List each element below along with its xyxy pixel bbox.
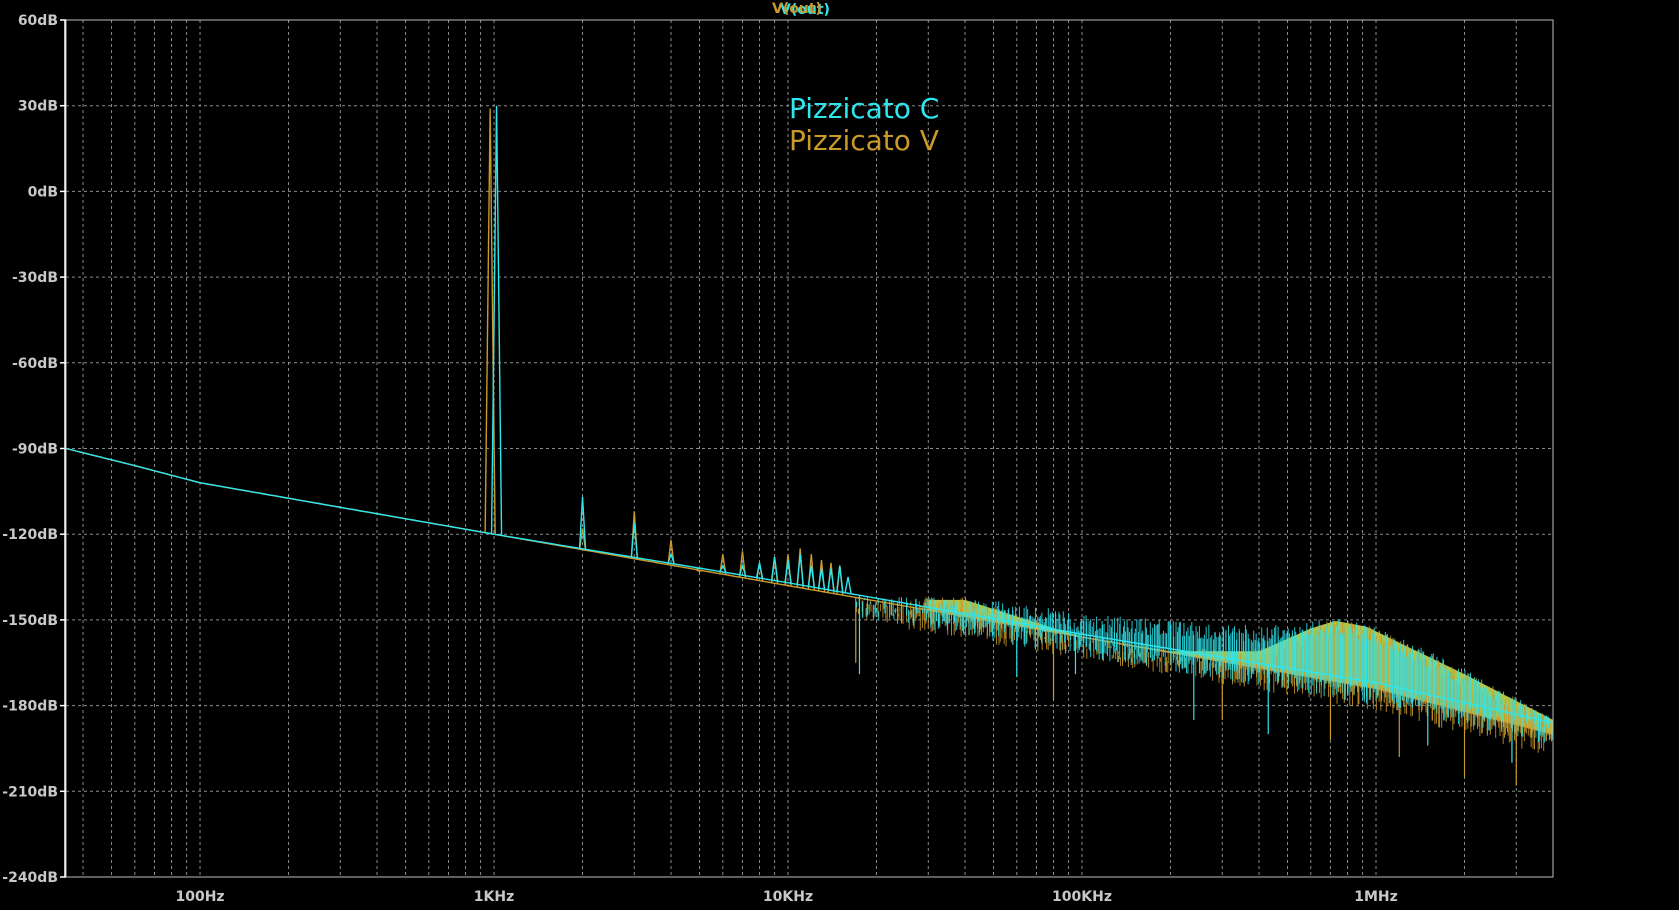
- legend-annotations: Pizzicato C Pizzicato V: [789, 92, 939, 157]
- peak-c: [796, 554, 804, 585]
- peak-c: [667, 551, 675, 564]
- trace-titles: V(out) V(out): [772, 1, 830, 18]
- peak-c: [784, 559, 792, 583]
- y-tick-label: -150dB: [2, 613, 58, 629]
- peak-v: [696, 569, 703, 573]
- y-tick-label: -60dB: [12, 356, 58, 372]
- y-tick-label: 0dB: [28, 184, 58, 200]
- y-tick-label: -180dB: [2, 699, 58, 715]
- peak-c: [770, 556, 779, 581]
- y-tick-label: -210dB: [2, 784, 58, 800]
- annotation-pizzicato-c: Pizzicato C: [789, 92, 939, 125]
- y-tick-label: -90dB: [12, 442, 58, 458]
- x-tick-label: 100Hz: [175, 889, 224, 905]
- series-traces: [65, 105, 1554, 786]
- peak-v: [667, 539, 675, 566]
- peak-c: [738, 563, 747, 576]
- x-tick-label: 10KHz: [763, 889, 813, 905]
- x-tick-label: 1KHz: [474, 889, 514, 905]
- peak-c: [490, 105, 503, 535]
- peak-c: [578, 497, 587, 549]
- trace-title-c[interactable]: V(out): [780, 2, 830, 18]
- x-tick-label: 100KHz: [1052, 889, 1112, 905]
- y-tick-label: -240dB: [2, 870, 58, 886]
- y-tick-label: -30dB: [12, 270, 58, 286]
- peak-c: [827, 568, 835, 591]
- peak-c: [844, 576, 852, 594]
- x-tick-label: 1MHz: [1354, 889, 1398, 905]
- y-tick-label: 60dB: [18, 13, 58, 29]
- peak-c: [719, 563, 727, 573]
- peak-c: [817, 568, 826, 589]
- y-tick-label: -120dB: [2, 527, 58, 543]
- annotation-pizzicato-v: Pizzicato V: [789, 124, 939, 157]
- peak-v: [719, 554, 727, 575]
- peak-v: [738, 551, 747, 578]
- peak-c: [836, 565, 844, 592]
- peak-c: [807, 565, 815, 587]
- axis-ticks: 60dB 30dB 0dB -30dB -60dB -90dB -120dB -150dB -1…: [2, 13, 1398, 905]
- peak-c: [755, 562, 764, 579]
- grid-lines: [66, 19, 1554, 878]
- trace-title-v[interactable]: V(out): [772, 1, 822, 17]
- y-tick-label: 30dB: [18, 99, 58, 115]
- peak-c: [630, 522, 638, 558]
